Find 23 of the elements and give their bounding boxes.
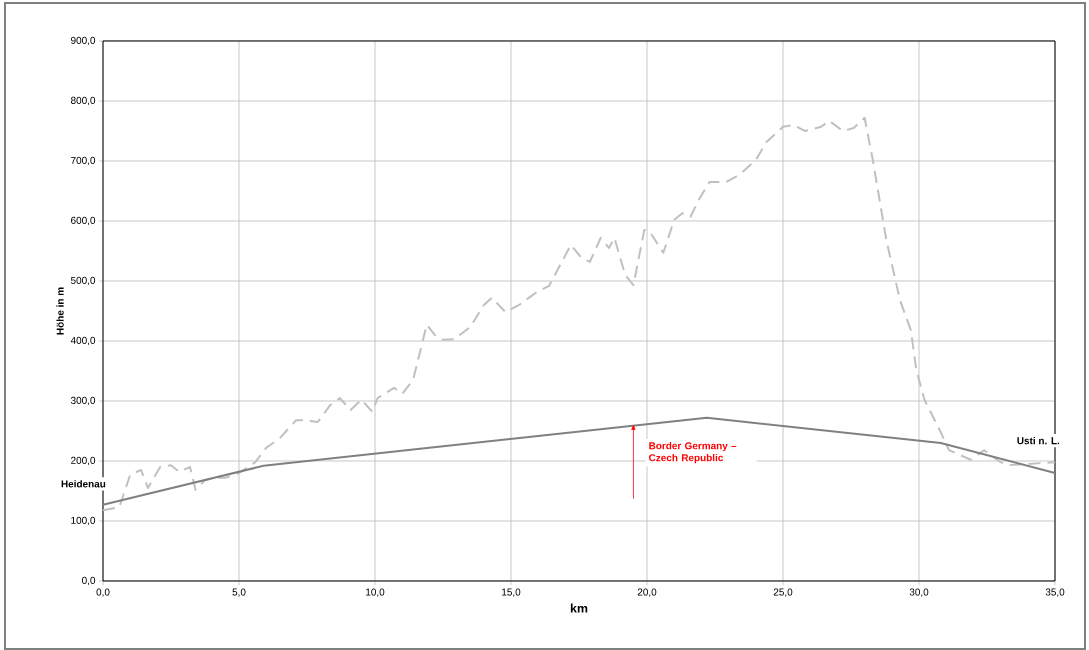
x-tick-label: 10,0 [366,588,385,597]
annotation: Border Germany – Czech Republic [649,441,737,464]
x-tick-label: 35,0 [1045,588,1065,597]
y-tick-label: 400,0 [70,336,96,346]
x-tick-label: 5,0 [232,588,246,597]
y-tick-label: 100,0 [71,516,96,526]
y-tick-label: 800,0 [71,96,96,106]
y-tick-label: 200,0 [71,456,96,466]
y-tick-label: 600,0 [71,216,96,226]
y-tick-label: 300,0 [70,396,96,406]
x-tick-label: 25,0 [773,588,793,597]
y-axis-title: Höhe in m [56,287,64,335]
x-tick-label: 30,0 [909,588,929,597]
x-tick-label: 0,0 [96,588,110,597]
x-tick-label: 20,0 [637,588,657,597]
x-tick-label: 15,0 [502,588,521,597]
y-tick-label: 0,0 [82,576,96,586]
y-tick-label: 500,0 [70,276,96,286]
y-tick-label: 900,0 [71,36,96,46]
y-tick-label: 700,0 [71,156,96,166]
annotation: Heidenau [61,480,106,488]
x-axis-title: km [570,603,588,613]
annotation: Usti n. L. [1017,436,1060,445]
